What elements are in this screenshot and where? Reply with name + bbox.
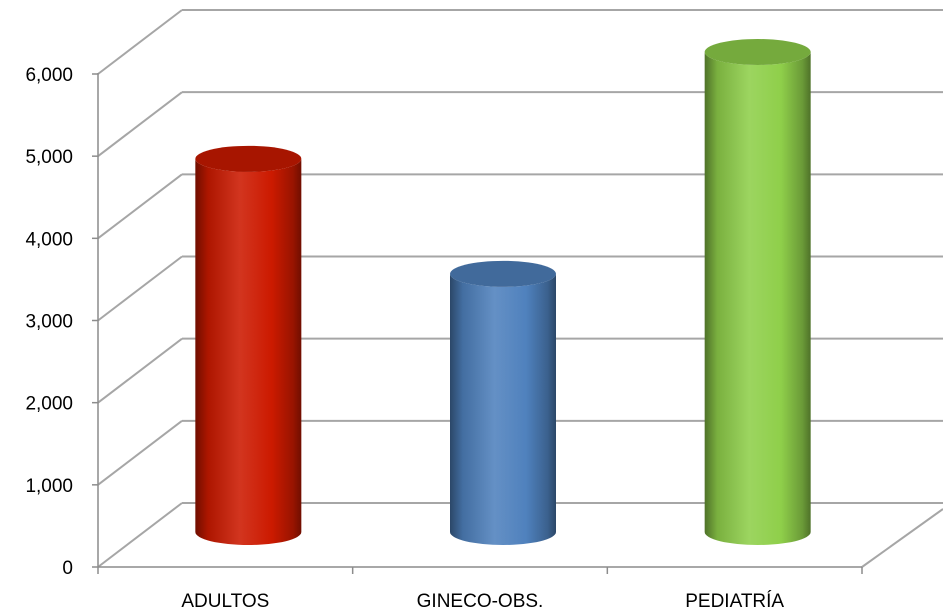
bar-top <box>450 260 556 287</box>
bar-top <box>704 39 811 65</box>
x-tick-labels: ADULTOS GINECO-OBS. PEDIATRÍA <box>181 591 784 610</box>
floor-edge <box>861 508 943 568</box>
bar-pediatr-a <box>704 39 811 545</box>
y-tick-labels: 0 1,000 2,000 3,000 4,000 5,000 6,000 <box>25 65 73 579</box>
bars <box>195 39 811 545</box>
bar-body <box>450 273 556 545</box>
gridline-depth <box>97 420 183 486</box>
y-tick-label: 2,000 <box>25 394 73 415</box>
gridline-depth <box>97 502 183 568</box>
y-tick-label: 6,000 <box>25 65 73 86</box>
x-tick-label: GINECO-OBS. <box>417 591 544 610</box>
x-tick-label: ADULTOS <box>181 591 269 610</box>
gridline-depth <box>97 9 183 75</box>
y-tick-label: 3,000 <box>25 312 73 333</box>
x-tick-label: PEDIATRÍA <box>685 591 784 610</box>
y-tick-label: 0 <box>62 558 73 579</box>
bar-body <box>704 52 811 545</box>
y-tick-label: 1,000 <box>25 476 73 497</box>
gridline-depth <box>97 255 183 322</box>
gridline-depth <box>97 91 183 157</box>
bar-adultos <box>195 145 302 545</box>
y-tick-label: 4,000 <box>25 229 73 250</box>
bar-top <box>195 145 302 172</box>
bar-body <box>195 158 302 545</box>
y-tick-label: 5,000 <box>25 147 73 168</box>
bar-gineco-obs- <box>450 260 556 545</box>
grid-lines <box>97 9 943 568</box>
axes <box>92 73 863 574</box>
gridline-depth <box>97 337 183 404</box>
gridline-depth <box>97 173 183 240</box>
